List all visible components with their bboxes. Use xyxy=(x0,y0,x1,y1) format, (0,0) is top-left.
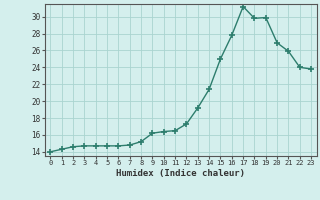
X-axis label: Humidex (Indice chaleur): Humidex (Indice chaleur) xyxy=(116,169,245,178)
